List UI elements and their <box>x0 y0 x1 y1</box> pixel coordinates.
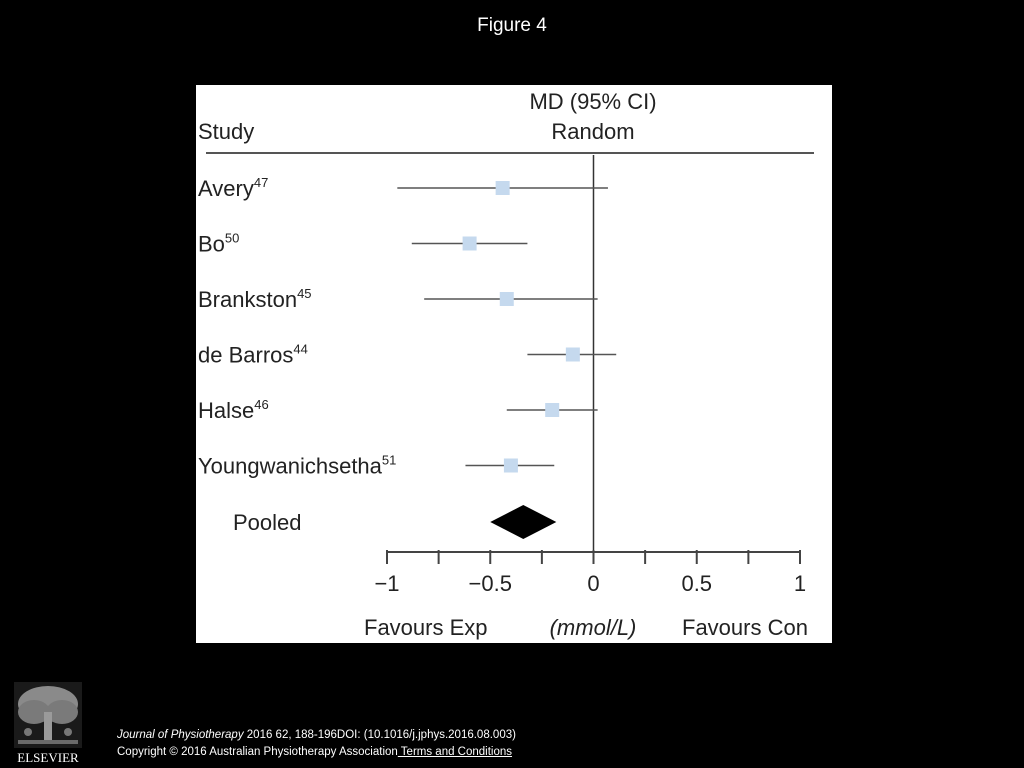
study-bo-point-estimate <box>462 236 477 251</box>
study-bo-name: Bo <box>198 232 225 257</box>
citation-line: Journal of Physiotherapy 2016 62, 188-19… <box>117 727 516 744</box>
x-tick-label: 0.5 <box>681 571 712 596</box>
study-bo-label: Bo50 <box>198 231 239 257</box>
study-avery-reference: 47 <box>254 175 268 190</box>
unit-label: (mmol/L) <box>550 615 637 640</box>
study-de-barros-label: de Barros44 <box>198 342 308 368</box>
journal-name: Journal of Physiotherapy <box>117 729 244 741</box>
elsevier-wordmark: ELSEVIER <box>17 750 79 764</box>
favours-exp-label: Favours Exp <box>364 615 488 640</box>
copyright-text: Copyright © 2016 Australian Physiotherap… <box>117 746 398 758</box>
pooled-diamond <box>490 505 557 539</box>
terms-and-conditions-link[interactable]: Terms and Conditions <box>397 746 513 758</box>
x-tick-label: −0.5 <box>469 571 512 596</box>
x-axis: −1 −0.5 0 0.5 1 <box>374 550 806 596</box>
slide-title: Figure 4 <box>477 15 547 36</box>
study-bo-reference: 50 <box>225 231 239 246</box>
x-tick-label: −1 <box>374 571 399 596</box>
study-halse-name: Halse <box>198 398 254 423</box>
study-halse-point-estimate <box>545 403 560 417</box>
study-halse-reference: 46 <box>254 397 268 412</box>
study-rows: Avery47 Bo50 Brankston45 de Barros44 Halse46… <box>198 175 617 479</box>
study-de-barros-point-estimate <box>565 347 580 362</box>
pooled-row: Pooled <box>233 505 557 539</box>
study-brankston-reference: 45 <box>297 286 311 301</box>
study-de-barros-name: de Barros <box>198 343 293 368</box>
study-avery-name: Avery <box>198 176 254 201</box>
study-youngwanichsetha-label: Youngwanichsetha51 <box>198 453 396 479</box>
x-tick-label: 0 <box>587 571 599 596</box>
study-brankston-name: Brankston <box>198 287 297 312</box>
effect-header-line1: MD (95% CI) <box>529 89 656 114</box>
study-avery-label: Avery47 <box>198 175 268 201</box>
study-brankston-point-estimate <box>499 292 514 306</box>
study-halse-label: Halse46 <box>198 397 269 423</box>
forest-plot: MD (95% CI) Study Random Avery47 Bo50 Bran… <box>198 89 814 640</box>
study-header: Study <box>198 119 254 144</box>
study-youngwanichsetha-name: Youngwanichsetha <box>198 454 383 479</box>
pooled-label: Pooled <box>233 510 302 535</box>
effect-header-line2: Random <box>551 119 634 144</box>
copyright-line: Copyright © 2016 Australian Physiotherap… <box>117 744 516 761</box>
forest-plot-panel: MD (95% CI) Study Random Avery47 Bo50 Bran… <box>196 85 832 643</box>
favours-con-label: Favours Con <box>682 615 808 640</box>
study-de-barros-reference: 44 <box>293 342 307 357</box>
x-tick-label: 1 <box>794 571 806 596</box>
study-brankston-label: Brankston45 <box>198 286 312 312</box>
study-youngwanichsetha-point-estimate <box>503 458 518 473</box>
citation-footer: Journal of Physiotherapy 2016 62, 188-19… <box>117 727 516 761</box>
study-youngwanichsetha-reference: 51 <box>382 453 396 468</box>
citation-text: 2016 62, 188-196DOI: (10.1016/j.jphys.20… <box>243 729 516 741</box>
elsevier-tree-logo: ELSEVIER <box>14 682 82 764</box>
study-avery-point-estimate <box>495 181 510 195</box>
